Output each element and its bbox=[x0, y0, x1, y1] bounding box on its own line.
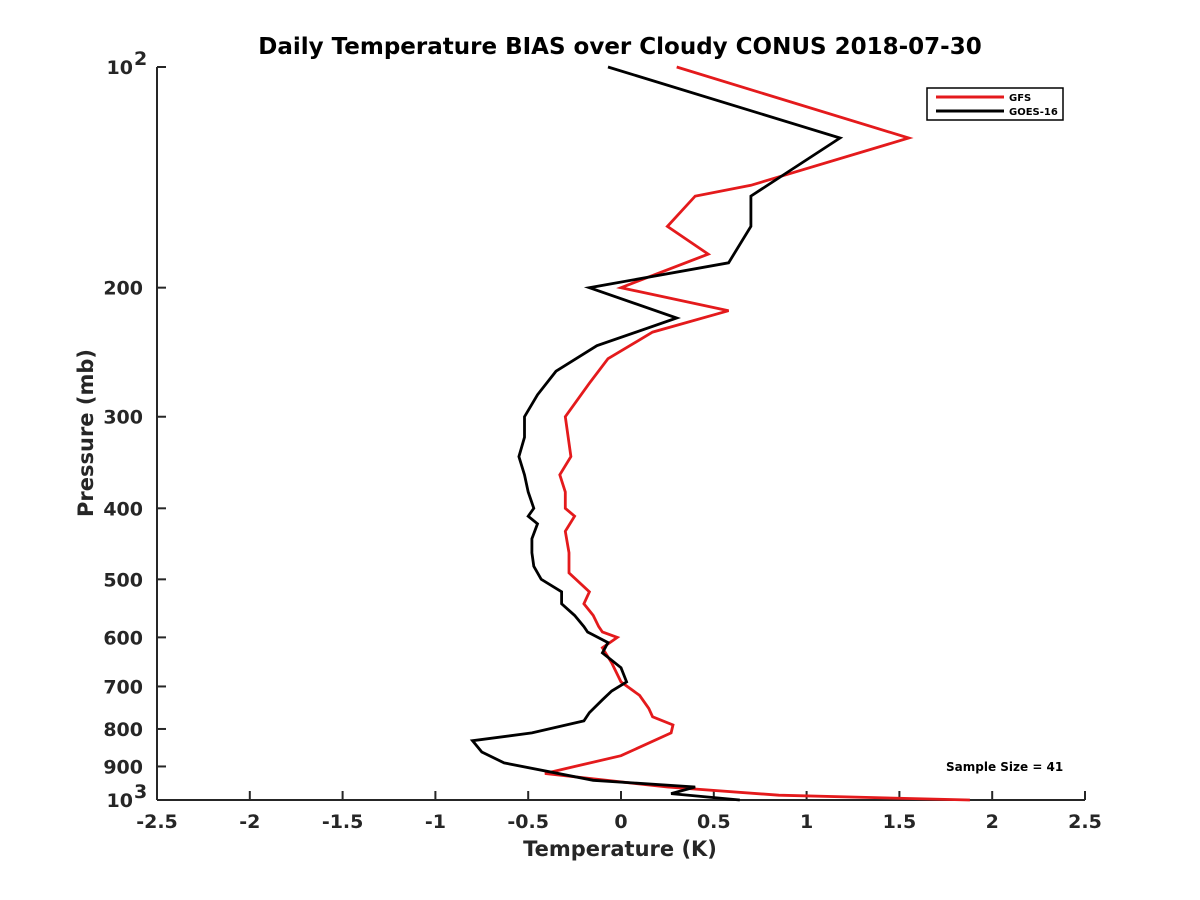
chart-title: Daily Temperature BIAS over Cloudy CONUS… bbox=[258, 34, 981, 60]
y-tick-label: 600 bbox=[103, 627, 143, 649]
series-line-goes-16 bbox=[469, 65, 844, 802]
x-tick-label: 1.5 bbox=[883, 811, 917, 833]
y-tick-label: 200 bbox=[103, 278, 143, 300]
y-tick-label: 10 bbox=[107, 57, 133, 79]
x-tick-label: -2.5 bbox=[136, 811, 178, 833]
y-tick-label: 400 bbox=[103, 498, 143, 520]
y-tick-exponent: 2 bbox=[134, 48, 147, 70]
y-tick-label: 700 bbox=[103, 676, 143, 698]
legend: GFS GOES-16 bbox=[926, 87, 1064, 121]
legend-box bbox=[926, 87, 1064, 121]
x-tick-label: -0.5 bbox=[507, 811, 549, 833]
y-tick-label: 900 bbox=[103, 756, 143, 778]
x-tick-label: 0 bbox=[614, 811, 627, 833]
y-tick-label: 300 bbox=[103, 407, 143, 429]
legend-goes16-label: GOES-16 bbox=[1009, 107, 1058, 118]
plot-area: -2.5 -2 -1.5 -1 -0.5 0 0.5 1 1.5 2 2.510 2200300400… bbox=[103, 48, 1102, 833]
x-tick-label: 0.5 bbox=[697, 811, 731, 833]
y-tick-exponent: 3 bbox=[134, 781, 147, 803]
x-tick-label: 2 bbox=[986, 811, 999, 833]
x-tick-label: -2 bbox=[239, 811, 260, 833]
x-tick-label: -1.5 bbox=[322, 811, 364, 833]
y-tick-label: 500 bbox=[103, 569, 143, 591]
sample-size-annotation: Sample Size = 41 bbox=[946, 760, 1063, 774]
y-tick-label: 800 bbox=[103, 719, 143, 741]
x-axis-title: Temperature (K) bbox=[523, 837, 717, 861]
x-tick-label: 1 bbox=[800, 811, 813, 833]
series-line-gfs bbox=[544, 65, 970, 802]
legend-gfs-label: GFS bbox=[1009, 93, 1031, 104]
y-axis-title: Pressure (mb) bbox=[74, 349, 98, 517]
y-tick-label: 10 bbox=[107, 790, 133, 812]
x-tick-label: -1 bbox=[425, 811, 446, 833]
x-tick-label: 2.5 bbox=[1068, 811, 1102, 833]
